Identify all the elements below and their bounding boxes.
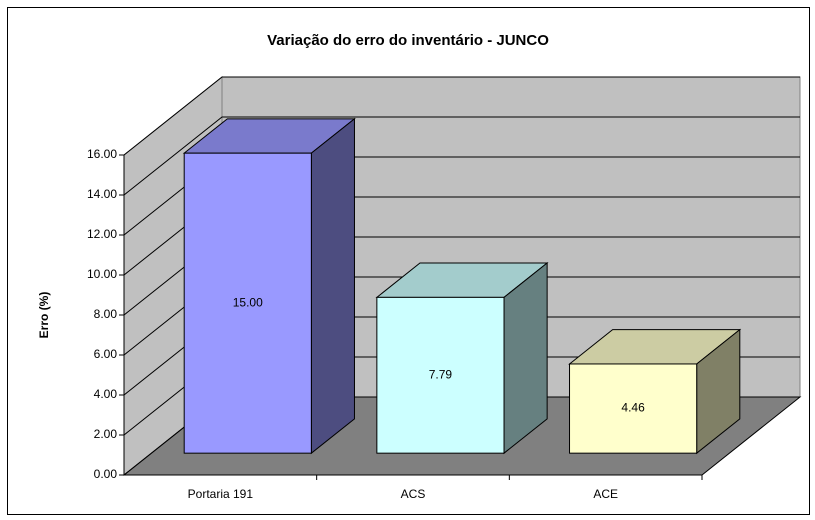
y-tick-label: 8.00 — [94, 307, 118, 321]
y-tick-label: 6.00 — [94, 347, 118, 361]
grid-line — [123, 116, 800, 196]
value-label: 4.46 — [621, 401, 645, 415]
x-tick-label: ACE — [593, 487, 618, 501]
grid-line — [123, 76, 800, 156]
x-tick-label: Portaria 191 — [188, 487, 254, 501]
value-label: 7.79 — [429, 367, 453, 381]
y-tick-label: 16.00 — [87, 147, 117, 161]
y-tick-label: 12.00 — [87, 227, 117, 241]
y-tick-label: 4.00 — [94, 387, 118, 401]
y-tick-label: 0.00 — [94, 467, 118, 481]
y-tick-label: 10.00 — [87, 267, 117, 281]
y-tick-label: 14.00 — [87, 187, 117, 201]
y-axis-title: Erro (%) — [37, 292, 51, 339]
x-tick-label: ACS — [401, 487, 426, 501]
value-label: 15.00 — [233, 295, 263, 309]
chart-title: Variação do erro do inventário - JUNCO — [267, 32, 549, 49]
bar-side — [310, 117, 355, 455]
y-tick-label: 2.00 — [94, 427, 118, 441]
bar — [183, 152, 312, 454]
bar — [569, 363, 698, 454]
bar — [376, 296, 505, 454]
